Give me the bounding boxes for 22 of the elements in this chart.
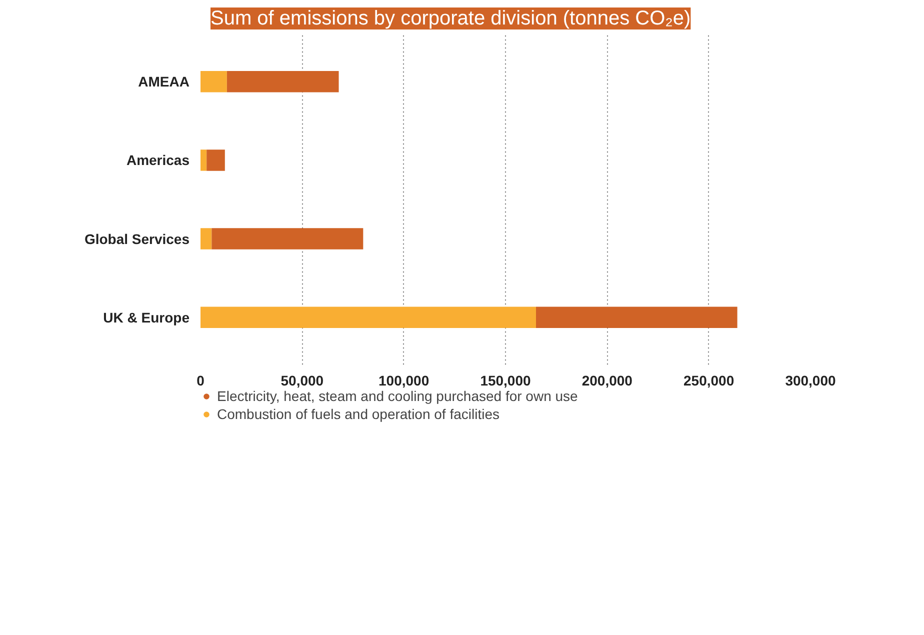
x-tick-label: 200,000 <box>582 372 633 388</box>
y-tick-label: AMEAA <box>138 74 190 90</box>
y-tick-label: UK & Europe <box>103 309 190 326</box>
y-tick-label: Americas <box>126 152 190 168</box>
y-tick-label: Global Services <box>84 230 190 247</box>
x-tick-label: 250,000 <box>684 372 734 388</box>
bar <box>200 228 212 250</box>
bar <box>536 306 738 328</box>
x-tick-label: 50,000 <box>280 372 324 388</box>
x-tick-label: 150,000 <box>480 372 532 388</box>
legend-label: Electricity, heat, steam and cooling purchased for own use <box>217 388 578 404</box>
legend-label: Combustion of fuels and operation of facilities <box>217 406 500 422</box>
chart-title: Sum of emissions by corporate division (tonnes CO₂e) <box>210 8 691 30</box>
x-tick-label: 0 <box>196 372 205 388</box>
bar <box>200 150 207 171</box>
bar <box>200 306 536 328</box>
bar <box>200 71 227 92</box>
bar <box>212 228 364 250</box>
x-tick-label: 300,000 <box>785 372 836 388</box>
bar <box>206 150 225 171</box>
x-tick-label: 100,000 <box>378 372 430 388</box>
bar <box>226 71 339 92</box>
